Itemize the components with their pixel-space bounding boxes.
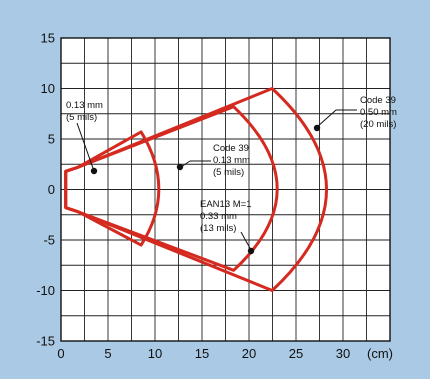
x-tick-label: 10 [148, 346, 162, 361]
annotation-code39-013: Code 39 0.13 mm (5 mils) [176, 143, 250, 178]
x-tick-label: 0 [57, 346, 64, 361]
annotation-line: EAN13 M=1 [200, 199, 252, 210]
annotation-code39-050: Code 39 0.50 mm (20 mils) [313, 95, 397, 132]
reading-zone-2 [64, 105, 279, 272]
y-tick-label: 5 [48, 132, 55, 147]
x-tick-label: 20 [242, 346, 256, 361]
x-axis-ticks: 0 5 10 15 20 25 30 [57, 346, 350, 361]
plot-frame [60, 37, 391, 342]
y-tick-label: -15 [36, 334, 55, 349]
annotation-line: (5 mils) [213, 167, 244, 178]
annotation-line: (5 mils) [66, 112, 97, 123]
y-axis-ticks: 15 10 5 0 -5 -10 -15 [36, 31, 55, 349]
annotation-line: (13 mils) [200, 223, 236, 234]
annotation-near-013: 0.13 mm (5 mils) [66, 100, 103, 175]
annotation-line: 0.33 mm [200, 211, 237, 222]
x-tick-label: 5 [104, 346, 111, 361]
reading-zone-1 [64, 130, 161, 247]
x-tick-label: 15 [195, 346, 209, 361]
y-tick-label: 0 [48, 182, 55, 197]
annotation-line: (20 mils) [360, 119, 396, 130]
annotation-line: Code 39 [360, 95, 396, 106]
x-axis-unit: (cm) [367, 346, 393, 361]
annotation-line: 0.13 mm [66, 100, 103, 111]
y-tick-label: 15 [41, 31, 55, 46]
reading-zones [64, 87, 328, 292]
x-tick-label: 30 [336, 346, 350, 361]
y-tick-label: -5 [43, 233, 55, 248]
reading-zone-3 [64, 87, 328, 292]
annotation-line: 0.13 mm [213, 155, 250, 166]
annotation-ean13: EAN13 M=1 0.33 mm (13 mils) [200, 199, 255, 255]
y-tick-label: -10 [36, 283, 55, 298]
grid [60, 37, 391, 342]
x-tick-label: 25 [289, 346, 303, 361]
annotation-line: 0.50 mm [360, 107, 397, 118]
y-tick-label: 10 [41, 81, 55, 96]
annotation-line: Code 39 [213, 143, 249, 154]
